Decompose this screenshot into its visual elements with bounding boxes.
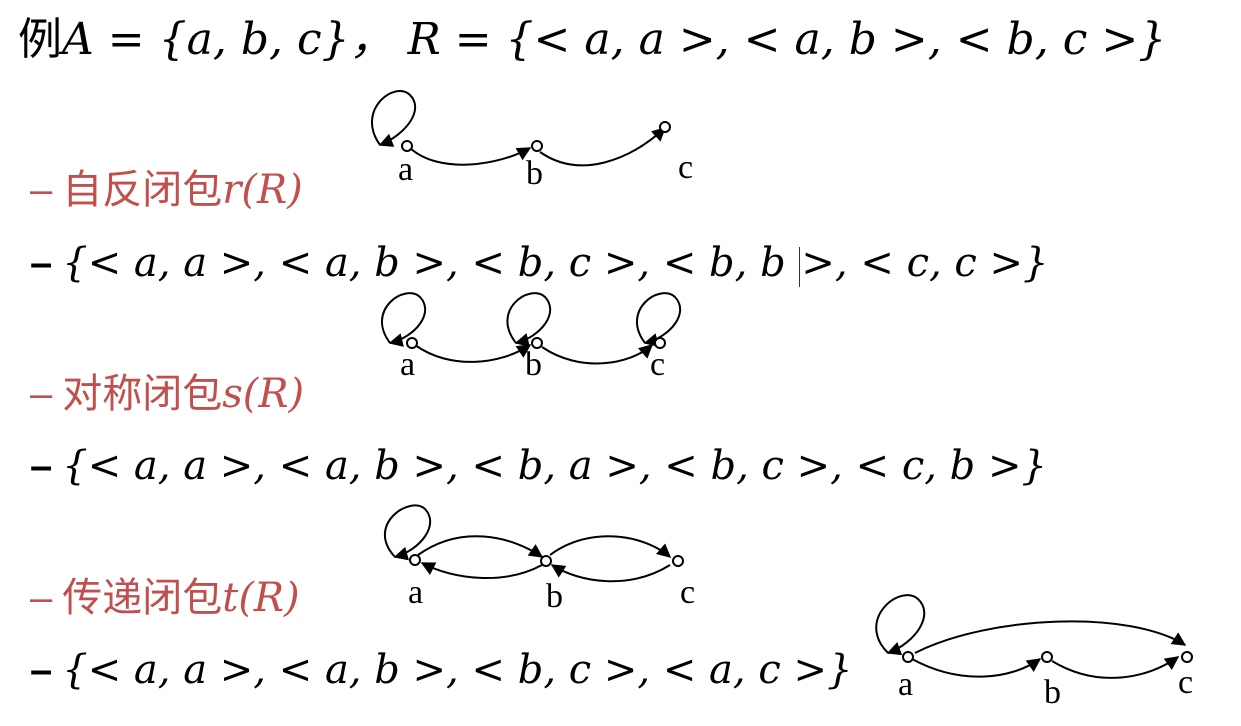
loop-a	[875, 594, 926, 656]
title-prefix: 例	[18, 14, 62, 65]
node-label-c: c	[650, 346, 665, 383]
edge-a-b	[414, 344, 532, 363]
edge-a-b	[911, 658, 1042, 678]
set-dash: –	[30, 444, 53, 488]
node-b	[531, 337, 543, 349]
title-math: A = {a, b, c}， R = {< a, a >, < a, b >, …	[62, 14, 1167, 65]
heading-math: r(R)	[222, 167, 303, 213]
heading-cjk: 自反闭包	[62, 167, 223, 213]
edge-b-a	[420, 562, 543, 579]
heading-dash: –	[30, 372, 53, 416]
node-c	[672, 555, 684, 567]
edge-a-b	[409, 147, 532, 166]
edge-c-b	[550, 564, 671, 583]
set-text: {< a, a >, < a, b >, < b, c >, < a, c >}	[62, 647, 853, 693]
set-dash: –	[30, 241, 53, 285]
edge-b-c	[549, 535, 672, 558]
set-symmetric: – {< a, a >, < a, b >, < b, a >, < b, c …	[30, 446, 1047, 486]
set-text-part1: {< a, a >, < a, b >, < b, c >, < b, b	[62, 240, 799, 286]
heading-transitive: – 传递闭包t(R)	[30, 578, 300, 618]
node-label-c: c	[1178, 664, 1193, 701]
text-cursor	[799, 246, 801, 287]
heading-dash: –	[30, 576, 53, 620]
graph-original-relation: a b c	[371, 90, 693, 192]
node-c	[1181, 651, 1193, 663]
node-a	[902, 651, 914, 663]
loop-a	[381, 292, 427, 347]
edge-a-b	[417, 535, 544, 558]
heading-reflexive: – 自反闭包r(R)	[30, 170, 303, 210]
node-a	[401, 140, 413, 152]
title-line: 例A = {a, b, c}， R = {< a, a >, < a, b >,…	[18, 18, 1166, 62]
node-b	[531, 140, 543, 152]
heading-cjk: 对称闭包	[62, 371, 223, 417]
set-text: {< a, a >, < a, b >, < b, a >, < b, c >,…	[62, 443, 1047, 489]
graph-reflexive-closure: a b c	[381, 292, 682, 383]
node-b	[540, 555, 552, 567]
heading-math: t(R)	[222, 575, 300, 621]
node-a	[409, 554, 421, 566]
set-transitive: – {< a, a >, < a, b >, < b, c >, < a, c …	[30, 650, 852, 690]
edge-b-c	[1051, 656, 1180, 679]
edge-b-c	[541, 344, 654, 365]
set-reflexive: – {< a, a >, < a, b >, < b, c >, < b, b …	[30, 243, 1049, 287]
heading-cjk: 传递闭包	[62, 575, 223, 621]
node-c	[654, 337, 666, 349]
node-label-b: b	[1044, 674, 1061, 711]
loop-b	[506, 292, 552, 347]
loop-a	[384, 504, 432, 561]
node-label-a: a	[400, 346, 415, 383]
heading-dash: –	[30, 168, 53, 212]
graph-symmetric-closure: a b c	[384, 504, 695, 615]
heading-symmetric: – 对称闭包s(R)	[30, 374, 304, 414]
heading-math: s(R)	[222, 371, 305, 417]
node-c	[659, 121, 671, 133]
loop-a	[371, 90, 417, 147]
edge-b-c	[539, 127, 667, 167]
node-label-c: c	[680, 574, 695, 611]
node-label-a: a	[898, 666, 913, 703]
loop-c	[636, 292, 682, 347]
set-text-part2: >, < c, c >}	[801, 240, 1049, 286]
node-label-b: b	[525, 346, 542, 383]
node-a	[406, 337, 418, 349]
edge-a-c	[914, 620, 1187, 654]
node-label-a: a	[398, 151, 413, 188]
node-label-c: c	[678, 149, 693, 186]
node-b	[1041, 651, 1053, 663]
node-label-b: b	[526, 155, 543, 192]
graph-transitive-closure: a b c	[875, 594, 1193, 711]
set-dash: –	[30, 648, 53, 692]
node-label-b: b	[546, 578, 563, 615]
node-label-a: a	[408, 574, 423, 611]
